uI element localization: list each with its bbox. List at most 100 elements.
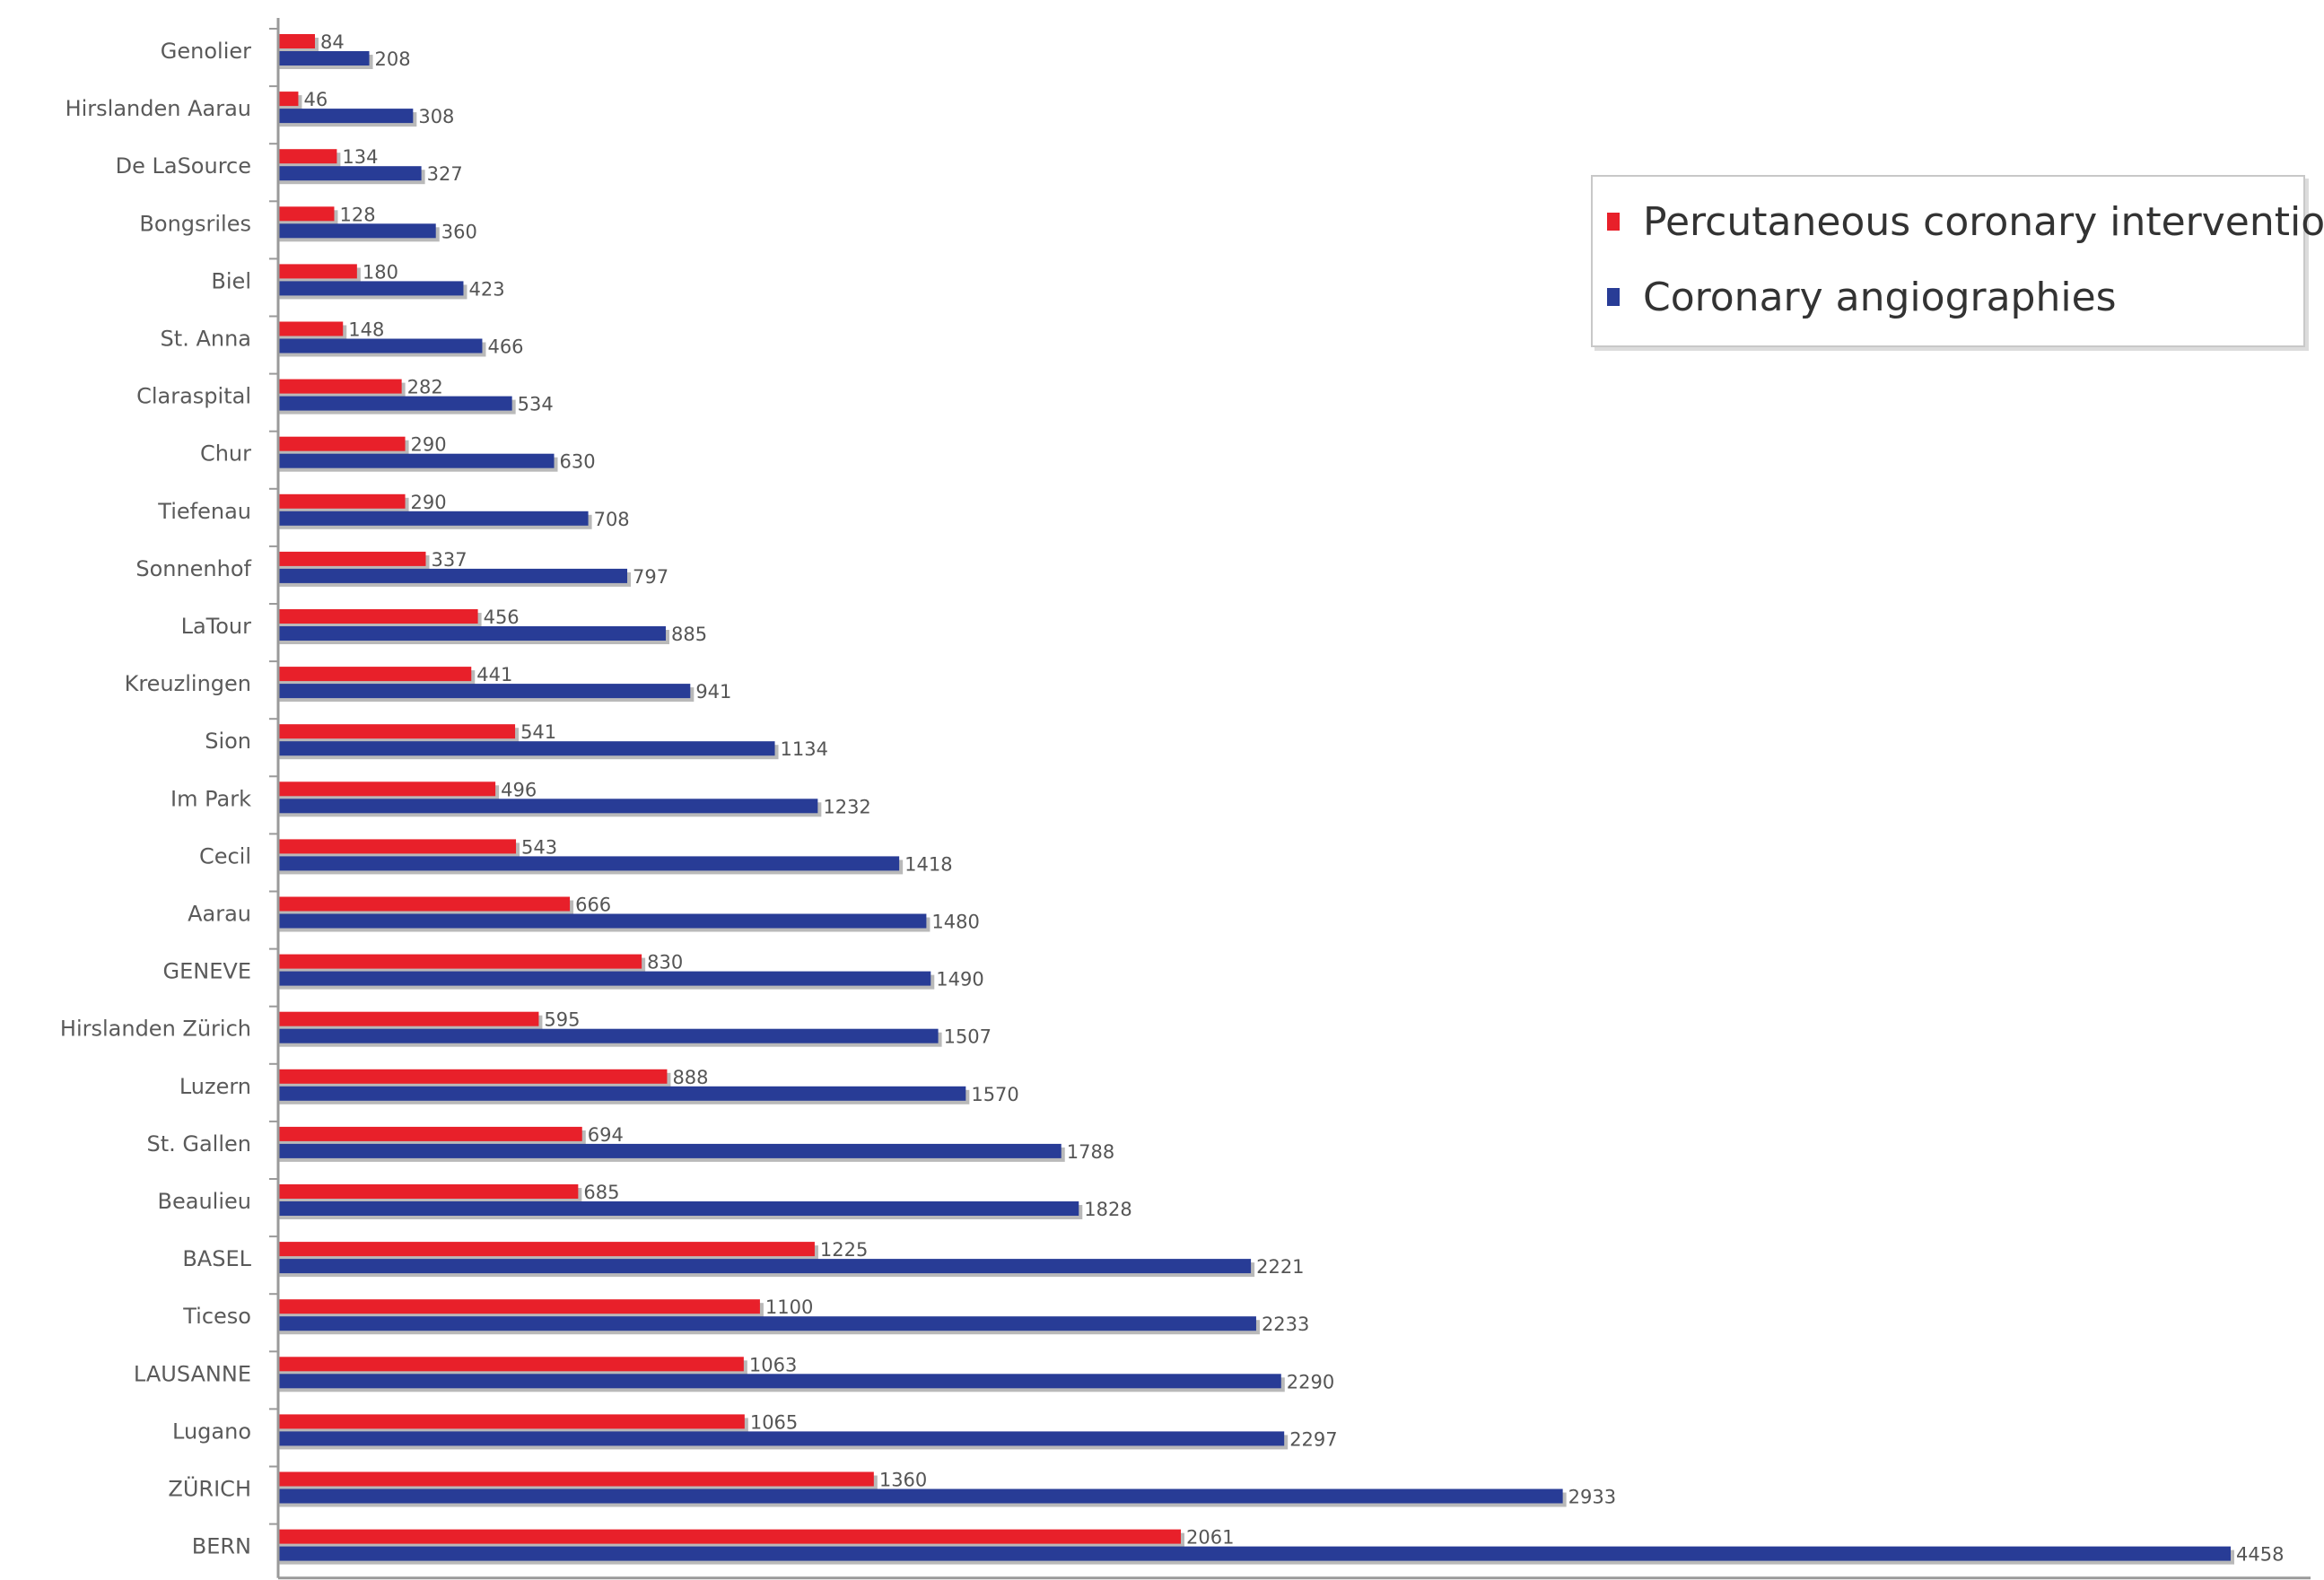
bar-angiography-aarau: [278, 913, 927, 929]
bar-angiography-kreuzlingen: [278, 684, 691, 699]
bar-pci-beaulieu: [278, 1184, 579, 1199]
legend-label-pci: Percutaneous coronary interventions: [1643, 198, 2324, 245]
legend-swatch-angiographies: [1607, 288, 1620, 306]
value-label-pci-geneve: 830: [647, 952, 683, 973]
bar-pci-lausanne: [278, 1357, 744, 1372]
category-label-chur: Chur: [200, 441, 251, 467]
bar-pci-claraspital: [278, 379, 402, 394]
bar-angiography-cecil: [278, 856, 900, 871]
value-label-pci-hirslanden-aarau: 46: [303, 89, 328, 110]
value-label-pci-sion: 541: [520, 721, 556, 743]
value-label-angiography-im-park: 1232: [823, 796, 870, 817]
category-label-biel: Biel: [211, 268, 251, 293]
bar-angiography-basel: [278, 1259, 1252, 1274]
bar-angiography-sion: [278, 741, 775, 756]
bar-pci-bongsriles: [278, 206, 335, 222]
category-label-bongsriles: Bongsriles: [139, 211, 251, 236]
axis-layer: [269, 18, 2311, 1580]
category-label-beaulieu: Beaulieu: [158, 1189, 251, 1214]
category-label-basel: BASEL: [182, 1246, 251, 1271]
legend-swatch-pci: [1607, 213, 1620, 231]
category-label-geneve: GENEVE: [163, 959, 251, 984]
value-label-pci-biel: 180: [363, 261, 398, 283]
bar-angiography-geneve: [278, 971, 931, 986]
bar-pci-basel: [278, 1242, 815, 1257]
value-label-angiography-st-gallen: 1788: [1067, 1141, 1114, 1163]
bar-angiography-beaulieu: [278, 1201, 1079, 1216]
chart-legend: Percutaneous coronary interventions Coro…: [1591, 175, 2324, 347]
bar-angiography-bongsriles: [278, 223, 436, 239]
bar-angiography-ticeso: [278, 1316, 1256, 1331]
value-label-pci-aarau: 666: [575, 895, 611, 916]
value-label-angiography-genolier: 208: [375, 48, 411, 70]
bar-angiography-im-park: [278, 799, 818, 814]
value-label-angiography-sion: 1134: [781, 738, 828, 760]
value-label-angiography-lugano: 2297: [1289, 1428, 1337, 1450]
value-label-angiography-cecil: 1418: [904, 853, 952, 875]
bar-angiography-genolier: [278, 51, 370, 65]
bar-pci-sonnenhof: [278, 551, 426, 566]
category-label-tiefenau: Tiefenau: [157, 499, 251, 524]
bar-pci-sion: [278, 724, 516, 739]
value-label-angiography-chur: 630: [560, 451, 596, 473]
value-label-pci-kreuzlingen: 441: [476, 664, 512, 685]
value-label-pci-chur: 290: [411, 434, 447, 456]
bar-angiography-de-lasource: [278, 166, 422, 181]
labels-layer: Genolier 84 208 Hirslanden Aarau 46 308 De LaS…: [60, 31, 2285, 1566]
value-label-pci-im-park: 496: [501, 779, 537, 800]
category-label-kreuzlingen: Kreuzlingen: [125, 671, 251, 696]
value-label-pci-hirslanden-zurich: 595: [544, 1009, 580, 1031]
bar-angiography-bern: [278, 1546, 2231, 1561]
value-label-angiography-sonnenhof: 797: [633, 566, 668, 588]
bar-pci-zurich: [278, 1471, 874, 1487]
bar-angiography-biel: [278, 281, 464, 296]
bar-pci-genolier: [278, 34, 316, 48]
value-label-pci-de-lasource: 134: [342, 146, 378, 168]
legend-label-angiographies: Coronary angiographies: [1643, 274, 2117, 320]
value-label-angiography-bern: 4458: [2236, 1544, 2284, 1566]
value-label-angiography-geneve: 1490: [936, 969, 983, 991]
category-label-luzern: Luzern: [179, 1074, 251, 1099]
bar-angiography-lausanne: [278, 1374, 1281, 1389]
value-label-pci-beaulieu: 685: [583, 1182, 619, 1203]
category-label-st-anna: St. Anna: [161, 327, 251, 352]
value-label-angiography-claraspital: 534: [518, 394, 554, 415]
value-label-angiography-tiefenau: 708: [594, 509, 630, 530]
bar-angiography-tiefenau: [278, 511, 589, 526]
category-label-bern: BERN: [192, 1534, 251, 1559]
bar-angiography-st-anna: [278, 338, 483, 354]
value-label-angiography-de-lasource: 327: [427, 163, 463, 185]
category-label-claraspital: Claraspital: [136, 384, 251, 409]
value-label-pci-ticeso: 1100: [765, 1296, 813, 1318]
value-label-angiography-hirslanden-zurich: 1507: [944, 1026, 992, 1048]
value-label-angiography-biel: 423: [468, 278, 504, 300]
value-label-angiography-beaulieu: 1828: [1084, 1199, 1131, 1220]
bar-angiography-zurich: [278, 1488, 1563, 1504]
value-label-angiography-ticeso: 2233: [1262, 1314, 1309, 1335]
value-label-pci-genolier: 84: [320, 31, 345, 53]
bar-pci-st-anna: [278, 321, 344, 336]
bar-pci-tiefenau: [278, 493, 406, 509]
bar-pci-hirslanden-zurich: [278, 1011, 539, 1026]
value-label-angiography-aarau: 1480: [931, 912, 979, 933]
value-label-angiography-bongsriles: 360: [441, 221, 477, 242]
value-label-pci-zurich: 1360: [879, 1470, 927, 1491]
value-label-pci-lausanne: 1063: [749, 1354, 797, 1375]
bar-angiography-lugano: [278, 1431, 1285, 1446]
bar-pci-lugano: [278, 1414, 745, 1429]
category-label-zurich: ZÜRICH: [168, 1476, 251, 1502]
bar-pci-chur: [278, 436, 406, 451]
category-label-im-park: Im Park: [170, 786, 251, 811]
value-label-pci-sonnenhof: 337: [431, 549, 467, 571]
legend-item-angiographies: Coronary angiographies: [1607, 270, 2117, 324]
category-label-de-lasource: De LaSource: [116, 153, 251, 179]
bar-angiography-sonnenhof: [278, 568, 628, 583]
bar-pci-hirslanden-aarau: [278, 92, 299, 107]
bar-angiography-hirslanden-aarau: [278, 109, 414, 124]
category-label-st-gallen: St. Gallen: [146, 1131, 251, 1157]
category-label-sonnenhof: Sonnenhof: [135, 556, 251, 581]
bar-pci-luzern: [278, 1069, 668, 1084]
bar-pci-ticeso: [278, 1299, 760, 1314]
legend-item-pci: Percutaneous coronary interventions: [1607, 195, 2324, 249]
